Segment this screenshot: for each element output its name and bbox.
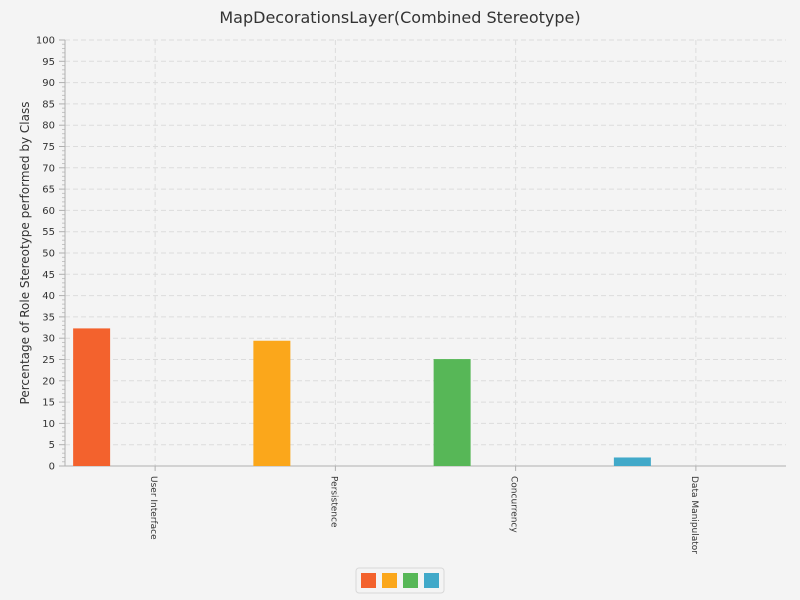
y-tick-label: 50 bbox=[42, 249, 55, 260]
y-tick-label: 20 bbox=[42, 376, 55, 387]
chart-title: MapDecorationsLayer(Combined Stereotype) bbox=[219, 8, 580, 27]
y-tick-label: 0 bbox=[49, 462, 55, 473]
bars bbox=[73, 328, 651, 466]
legend-swatch bbox=[361, 573, 376, 588]
y-tick-label: 95 bbox=[42, 57, 55, 68]
y-tick-label: 15 bbox=[42, 398, 55, 409]
y-tick-label: 25 bbox=[42, 355, 55, 366]
legend bbox=[355, 567, 445, 594]
y-tick-label: 5 bbox=[49, 440, 55, 451]
legend-box bbox=[355, 567, 445, 594]
axes: 0 5 10 15 20 25 30 35 40 45 50 55 60 65 70 75 80 85 90 95 10… bbox=[36, 36, 786, 554]
y-tick-label: 45 bbox=[42, 270, 55, 281]
y-tick-label: 80 bbox=[42, 121, 55, 132]
y-tick-label: 55 bbox=[42, 227, 55, 238]
y-tick-label: 35 bbox=[42, 312, 55, 323]
x-tick-label: Persistence bbox=[328, 476, 338, 528]
legend-swatch bbox=[424, 573, 439, 588]
bar bbox=[613, 457, 651, 466]
y-tick-label: 85 bbox=[42, 99, 55, 110]
y-tick-label: 30 bbox=[42, 334, 55, 345]
y-tick-label: 65 bbox=[42, 185, 55, 196]
y-tick-label: 75 bbox=[42, 142, 55, 153]
y-tick-label: 90 bbox=[42, 78, 55, 89]
legend-swatch bbox=[403, 573, 418, 588]
bar bbox=[73, 328, 111, 466]
bar bbox=[253, 340, 291, 466]
y-tick-label: 70 bbox=[42, 163, 55, 174]
y-axis-label: Percentage of Role Stereotype performed … bbox=[18, 102, 32, 405]
grid-lines bbox=[65, 39, 786, 466]
x-tick-label: Concurrency bbox=[509, 476, 519, 533]
x-tick-label: Data Manipulator bbox=[689, 476, 699, 554]
bar bbox=[433, 359, 471, 466]
y-tick-label: 100 bbox=[36, 36, 55, 47]
x-tick-label: User Interface bbox=[148, 476, 158, 540]
y-tick-label: 60 bbox=[42, 206, 55, 217]
y-tick-label: 10 bbox=[42, 419, 55, 430]
y-tick-label: 40 bbox=[42, 291, 55, 302]
legend-swatch bbox=[382, 573, 397, 588]
